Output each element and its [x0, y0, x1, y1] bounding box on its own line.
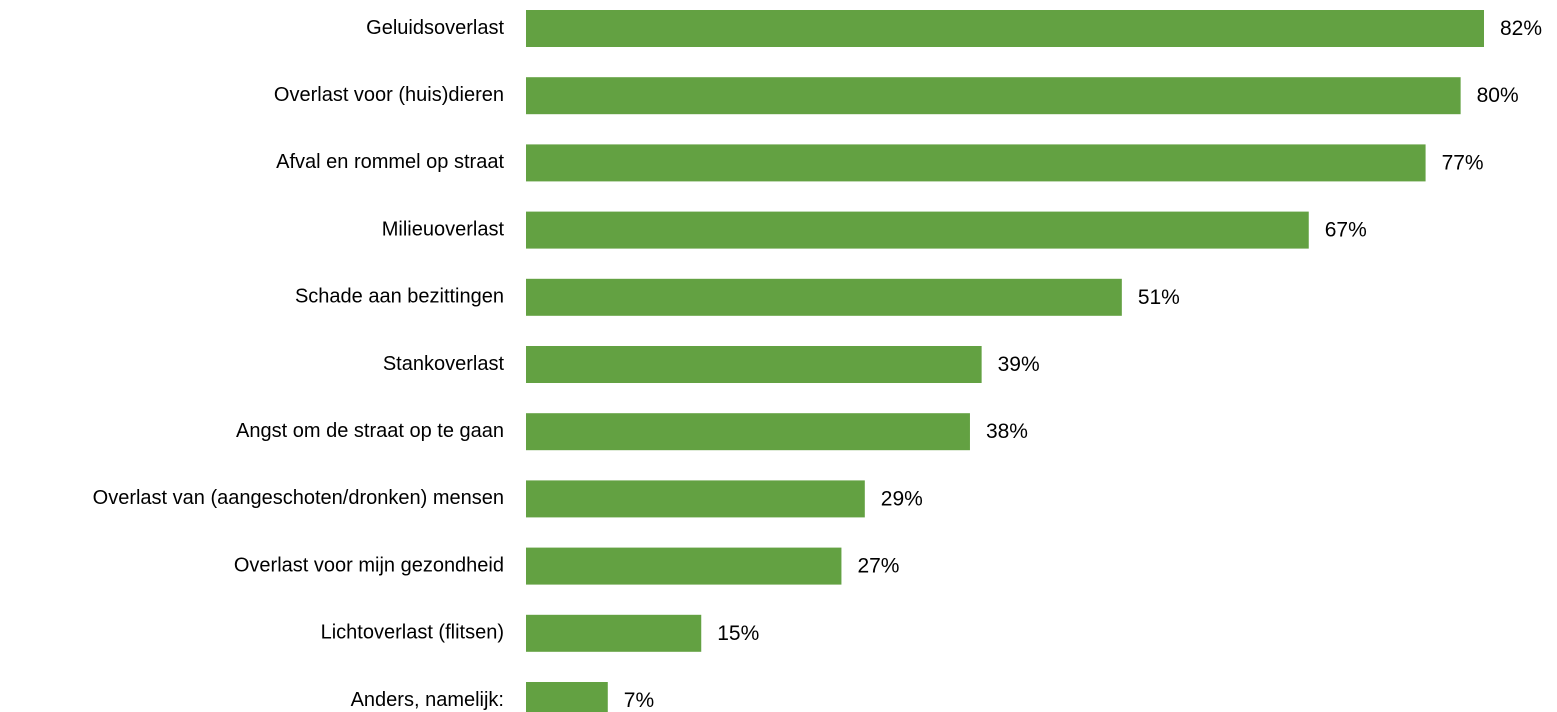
category-label: Milieuoverlast: [382, 218, 505, 240]
value-label: 51%: [1138, 286, 1180, 309]
category-label: Lichtoverlast (flitsen): [321, 622, 504, 644]
category-labels: Geluidsoverlast Overlast voor (huis)diere…: [93, 17, 505, 711]
value-label: 80%: [1477, 84, 1519, 107]
bar: [526, 278, 1122, 316]
bar: [526, 10, 1484, 47]
category-label: Overlast van (aangeschoten/dronken) mens…: [93, 487, 504, 509]
bar: [526, 614, 702, 652]
value-label: 29%: [881, 487, 923, 510]
bar: [526, 346, 982, 383]
category-label: Schade aan bezittingen: [295, 286, 504, 308]
bar: [526, 144, 1426, 182]
bar: [526, 211, 1309, 249]
value-label: 15%: [717, 622, 759, 645]
bar: [526, 480, 865, 518]
value-label: 39%: [998, 353, 1040, 376]
bar: [526, 413, 970, 451]
bar: [526, 547, 842, 585]
category-label: Overlast voor (huis)dieren: [274, 84, 504, 106]
value-label: 67%: [1325, 219, 1367, 242]
category-label: Afval en rommel op straat: [276, 151, 504, 173]
value-label: 38%: [986, 420, 1028, 443]
bar: [526, 77, 1461, 115]
value-label: 27%: [857, 555, 899, 578]
category-label: Angst om de straat op te gaan: [236, 420, 504, 442]
category-label: Anders, namelijk:: [351, 689, 504, 711]
bar: [526, 682, 608, 712]
category-label: Stankoverlast: [383, 353, 505, 375]
value-label: 77%: [1442, 151, 1484, 174]
value-labels: 82% 80% 77% 67% 51% 39% 38% 29% 27% 15% 7%: [624, 17, 1542, 712]
category-label: Geluidsoverlast: [366, 17, 504, 39]
category-label: Overlast voor mijn gezondheid: [234, 554, 504, 576]
value-label: 82%: [1500, 17, 1542, 40]
bars: [526, 10, 1484, 712]
value-label: 7%: [624, 689, 654, 712]
